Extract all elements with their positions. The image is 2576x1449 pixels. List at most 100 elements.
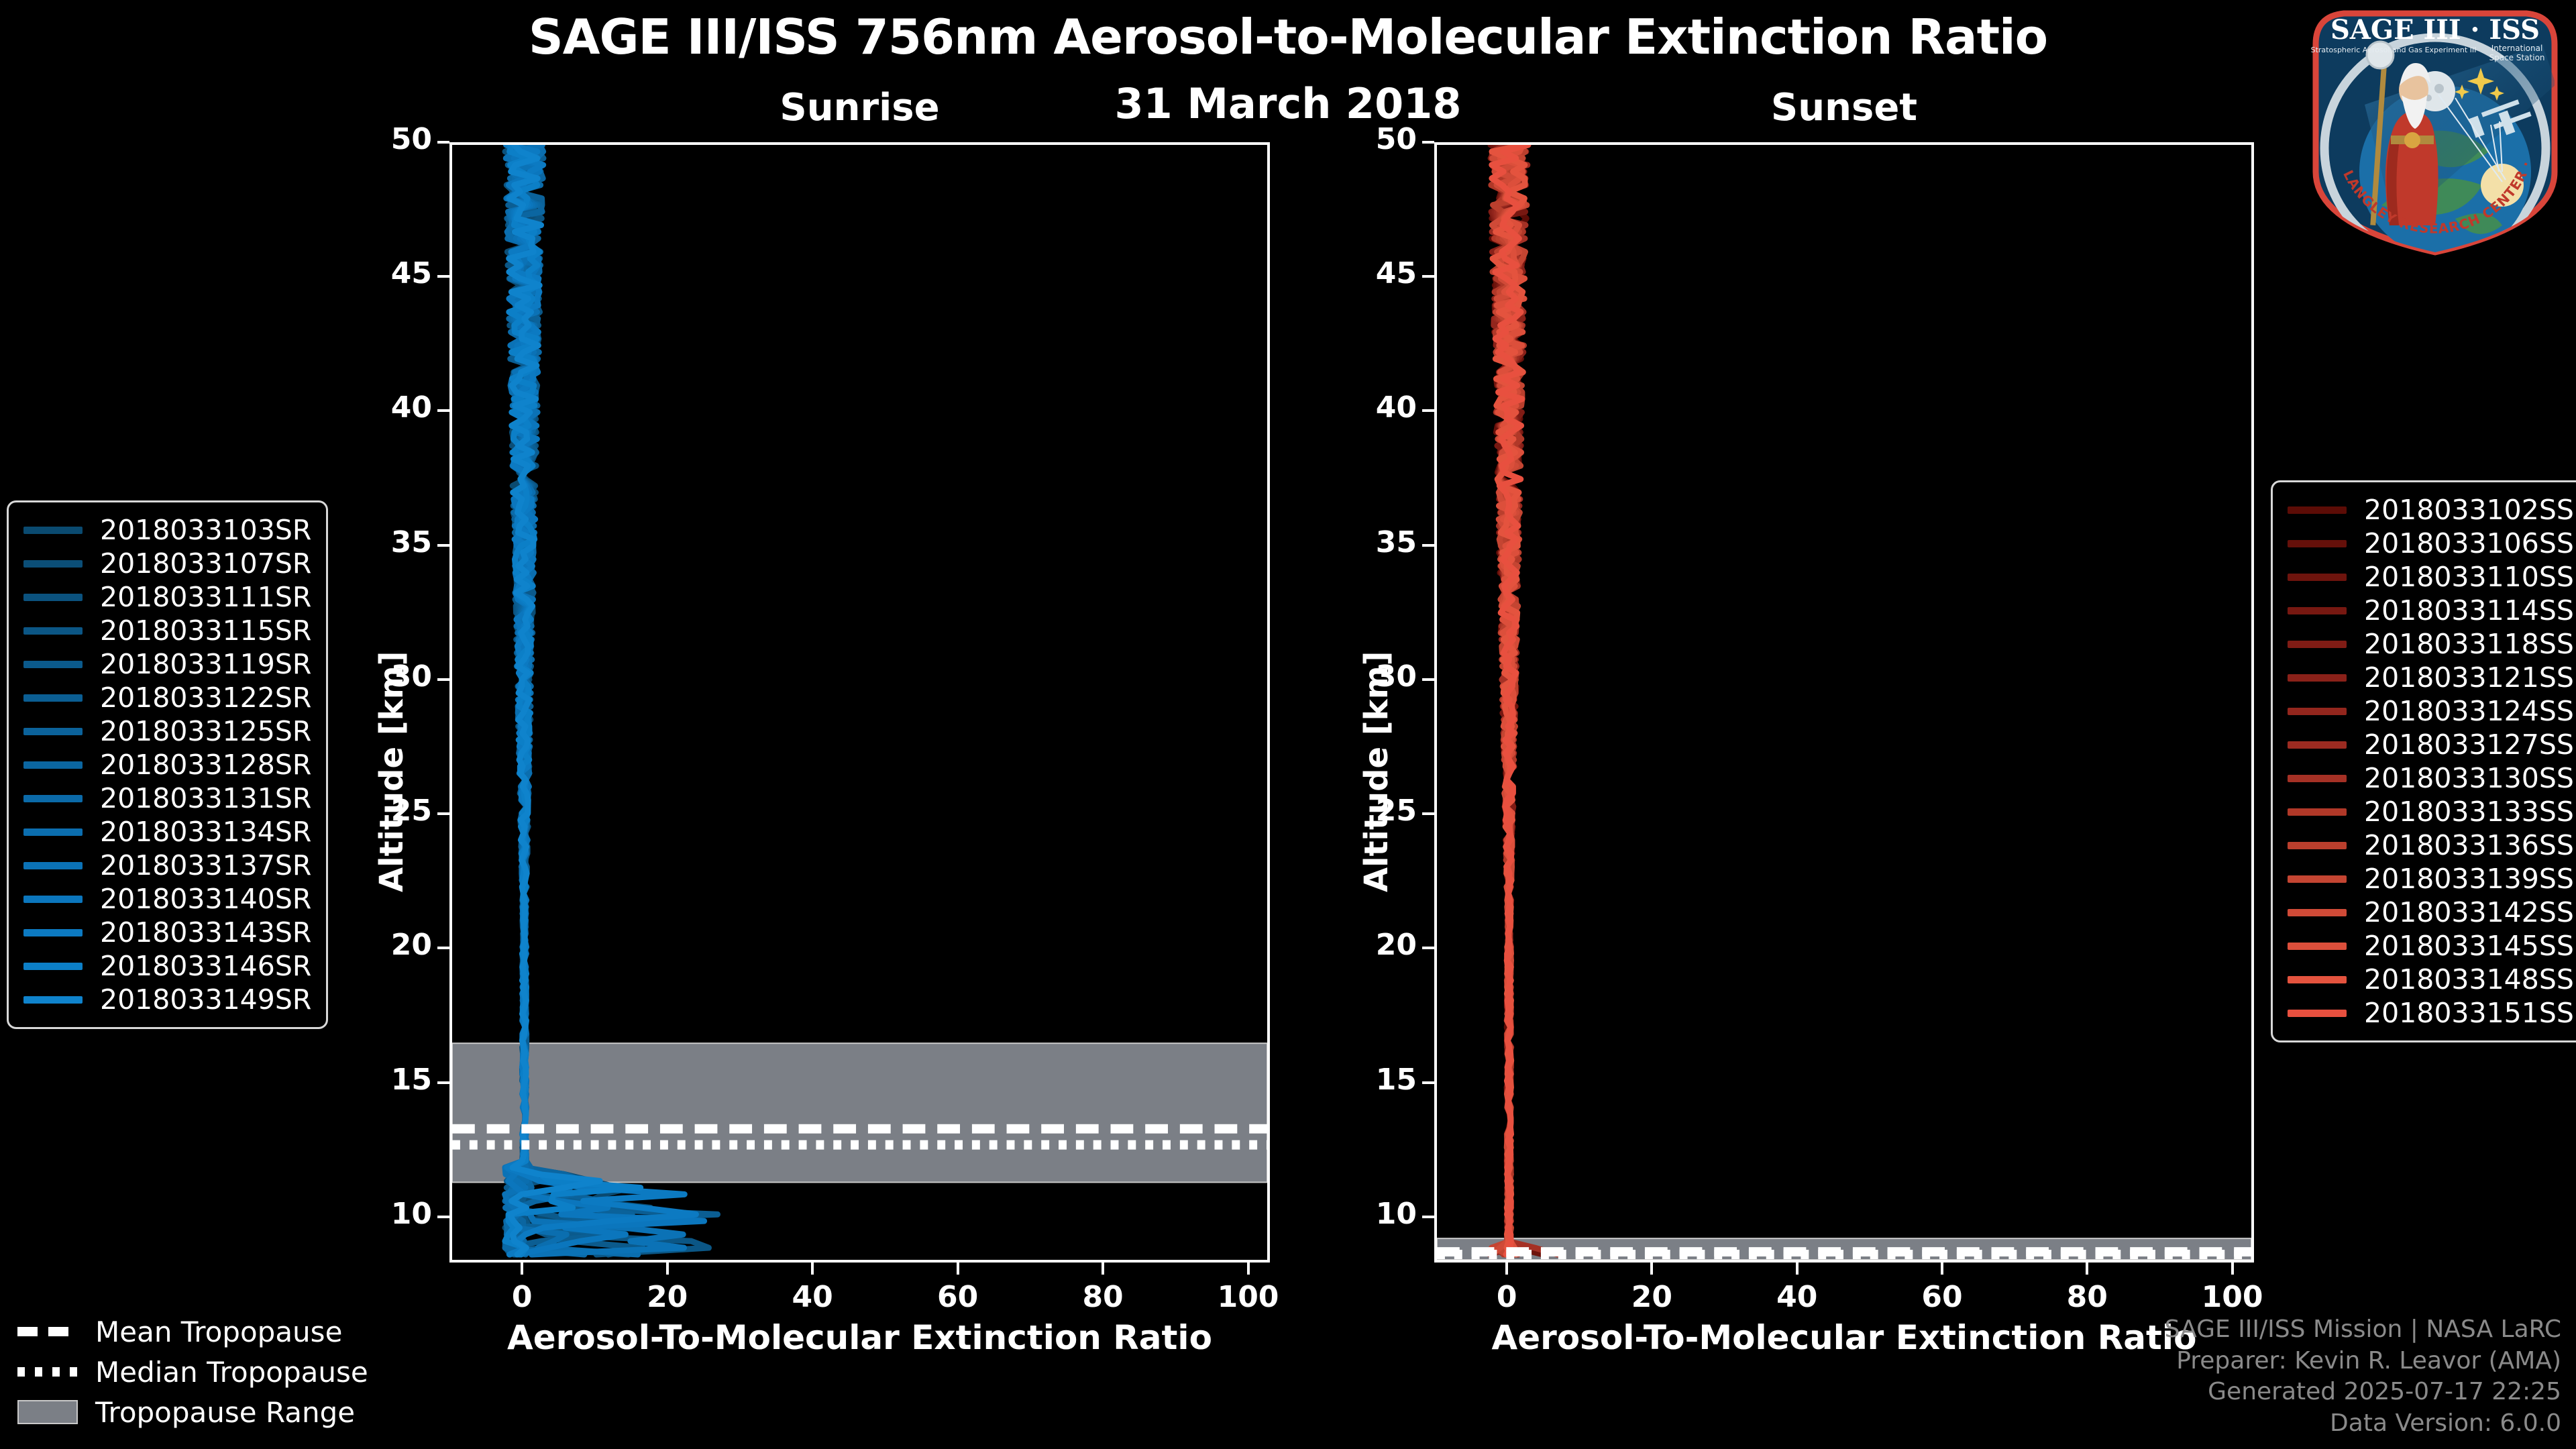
y-tick-label: 50 — [390, 122, 432, 156]
legend-item[interactable]: 2018033151SS — [2288, 996, 2574, 1030]
plot-area-sunset — [1437, 145, 2251, 1260]
x-tick-label: 100 — [1217, 1280, 1279, 1314]
legend-item[interactable]: 2018033127SS — [2288, 728, 2574, 761]
x-tick-label: 0 — [1496, 1280, 1517, 1314]
y-tick-label: 20 — [1375, 928, 1417, 963]
x-axis-label-sunset: Aerosol-To-Molecular Extinction Ratio — [1491, 1318, 2197, 1357]
plot-canvas-sunset — [1437, 145, 2251, 1260]
legend-color-swatch — [2288, 808, 2347, 816]
legend-label-mean-tropopause: Mean Tropopause — [95, 1315, 343, 1348]
legend-color-swatch — [23, 895, 83, 903]
y-tick-mark — [437, 275, 449, 278]
y-tick-label: 35 — [1375, 525, 1417, 559]
legend-color-swatch — [23, 794, 83, 802]
y-tick-label: 15 — [1375, 1062, 1417, 1097]
y-tick-label: 30 — [390, 659, 432, 694]
legend-item[interactable]: 2018033130SS — [2288, 761, 2574, 795]
legend-color-swatch — [23, 660, 83, 668]
legend-color-swatch — [23, 962, 83, 970]
legend-item[interactable]: 2018033107SR — [23, 547, 311, 580]
x-tick-label: 40 — [792, 1280, 833, 1314]
y-tick-label: 35 — [390, 525, 432, 559]
legend-color-swatch — [2288, 975, 2347, 983]
y-tick-label: 40 — [390, 390, 432, 425]
legend-item[interactable]: 2018033118SS — [2288, 627, 2574, 661]
legend-sunset[interactable]: 2018033102SS 2018033106SS 2018033110SS 2018… — [2271, 480, 2576, 1042]
legend-item[interactable]: 2018033110SS — [2288, 560, 2574, 594]
legend-item[interactable]: 2018033102SS — [2288, 493, 2574, 527]
y-tick-label: 45 — [390, 256, 432, 291]
legend-event-label: 2018033122SR — [100, 682, 312, 714]
legend-event-label: 2018033140SR — [100, 883, 312, 915]
legend-color-swatch — [2288, 908, 2347, 916]
legend-item[interactable]: 2018033131SR — [23, 782, 311, 815]
legend-item[interactable]: 2018033143SR — [23, 916, 311, 949]
legend-item[interactable]: 2018033122SR — [23, 681, 311, 714]
legend-event-label: 2018033130SS — [2364, 762, 2574, 794]
date-subtitle: 31 March 2018 — [1114, 79, 1462, 128]
legend-item[interactable]: 2018033134SR — [23, 815, 311, 849]
legend-item[interactable]: 2018033121SS — [2288, 661, 2574, 694]
x-tick-label: 20 — [647, 1280, 688, 1314]
legend-event-label: 2018033114SS — [2364, 594, 2574, 627]
legend-item[interactable]: 2018033137SR — [23, 849, 311, 882]
legend-item[interactable]: 2018033103SR — [23, 513, 311, 547]
legend-color-swatch — [2288, 841, 2347, 849]
legend-item[interactable]: 2018033140SR — [23, 882, 311, 916]
legend-color-swatch — [2288, 573, 2347, 581]
legend-item[interactable]: 2018033139SS — [2288, 862, 2574, 896]
legend-item[interactable]: 2018033106SS — [2288, 527, 2574, 560]
legend-item[interactable]: 2018033128SR — [23, 748, 311, 782]
legend-event-label: 2018033121SS — [2364, 661, 2574, 694]
legend-item[interactable]: 2018033124SS — [2288, 694, 2574, 728]
panel-label-sunset: Sunset — [1770, 86, 1918, 129]
legend-color-swatch — [23, 727, 83, 735]
x-tick-mark — [2086, 1263, 2089, 1275]
legend-event-label: 2018033131SR — [100, 782, 312, 814]
legend-item[interactable]: 2018033136SS — [2288, 828, 2574, 862]
legend-item[interactable]: 2018033125SR — [23, 714, 311, 748]
legend-item[interactable]: 2018033114SS — [2288, 594, 2574, 627]
legend-item[interactable]: 2018033142SS — [2288, 896, 2574, 929]
legend-color-swatch — [23, 593, 83, 601]
legend-item-median-tropopause: Median Tropopause — [17, 1352, 368, 1392]
y-tick-label: 30 — [1375, 659, 1417, 694]
series-line — [1489, 145, 1532, 1258]
legend-color-swatch — [23, 761, 83, 769]
legend-item[interactable]: 2018033119SR — [23, 647, 311, 681]
y-tick-label: 15 — [390, 1062, 432, 1097]
x-tick-label: 40 — [1776, 1280, 1818, 1314]
legend-event-label: 2018033151SS — [2364, 997, 2574, 1029]
legend-item[interactable]: 2018033146SR — [23, 949, 311, 983]
legend-color-swatch — [2288, 1009, 2347, 1017]
y-tick-mark — [1422, 409, 1434, 413]
legend-item[interactable]: 2018033145SS — [2288, 929, 2574, 963]
legend-item[interactable]: 2018033149SR — [23, 983, 311, 1016]
y-tick-label: 40 — [1375, 390, 1417, 425]
legend-color-swatch — [2288, 606, 2347, 614]
x-tick-mark — [1650, 1263, 1654, 1275]
legend-event-label: 2018033111SR — [100, 581, 312, 613]
y-tick-label: 10 — [1375, 1196, 1417, 1231]
legend-item[interactable]: 2018033111SR — [23, 580, 311, 614]
x-tick-mark — [1940, 1263, 1943, 1275]
legend-item[interactable]: 2018033133SS — [2288, 795, 2574, 828]
credits-block: SAGE III/ISS Mission | NASA LaRC Prepare… — [2165, 1314, 2561, 1440]
x-tick-mark — [811, 1263, 814, 1275]
plot-panel-sunrise — [449, 142, 1270, 1263]
legend-event-label: 2018033128SR — [100, 749, 312, 781]
legend-sunrise[interactable]: 2018033103SR 2018033107SR 2018033111SR 2018… — [7, 500, 329, 1029]
legend-event-label: 2018033149SR — [100, 983, 312, 1016]
legend-item[interactable]: 2018033148SS — [2288, 963, 2574, 996]
y-tick-mark — [1422, 1081, 1434, 1084]
x-tick-label: 100 — [2201, 1280, 2263, 1314]
logo-subtitle-left: Stratospheric Aerosol and Gas Experiment… — [2311, 46, 2477, 54]
legend-event-label: 2018033142SS — [2364, 896, 2574, 928]
y-tick-mark — [437, 812, 449, 816]
y-tick-mark — [437, 1081, 449, 1084]
median-tropopause-icon — [17, 1367, 78, 1377]
y-tick-mark — [437, 947, 449, 950]
logo-subtitle-right-1: International — [2491, 44, 2543, 53]
y-tick-mark — [1422, 543, 1434, 547]
legend-item[interactable]: 2018033115SR — [23, 614, 311, 647]
